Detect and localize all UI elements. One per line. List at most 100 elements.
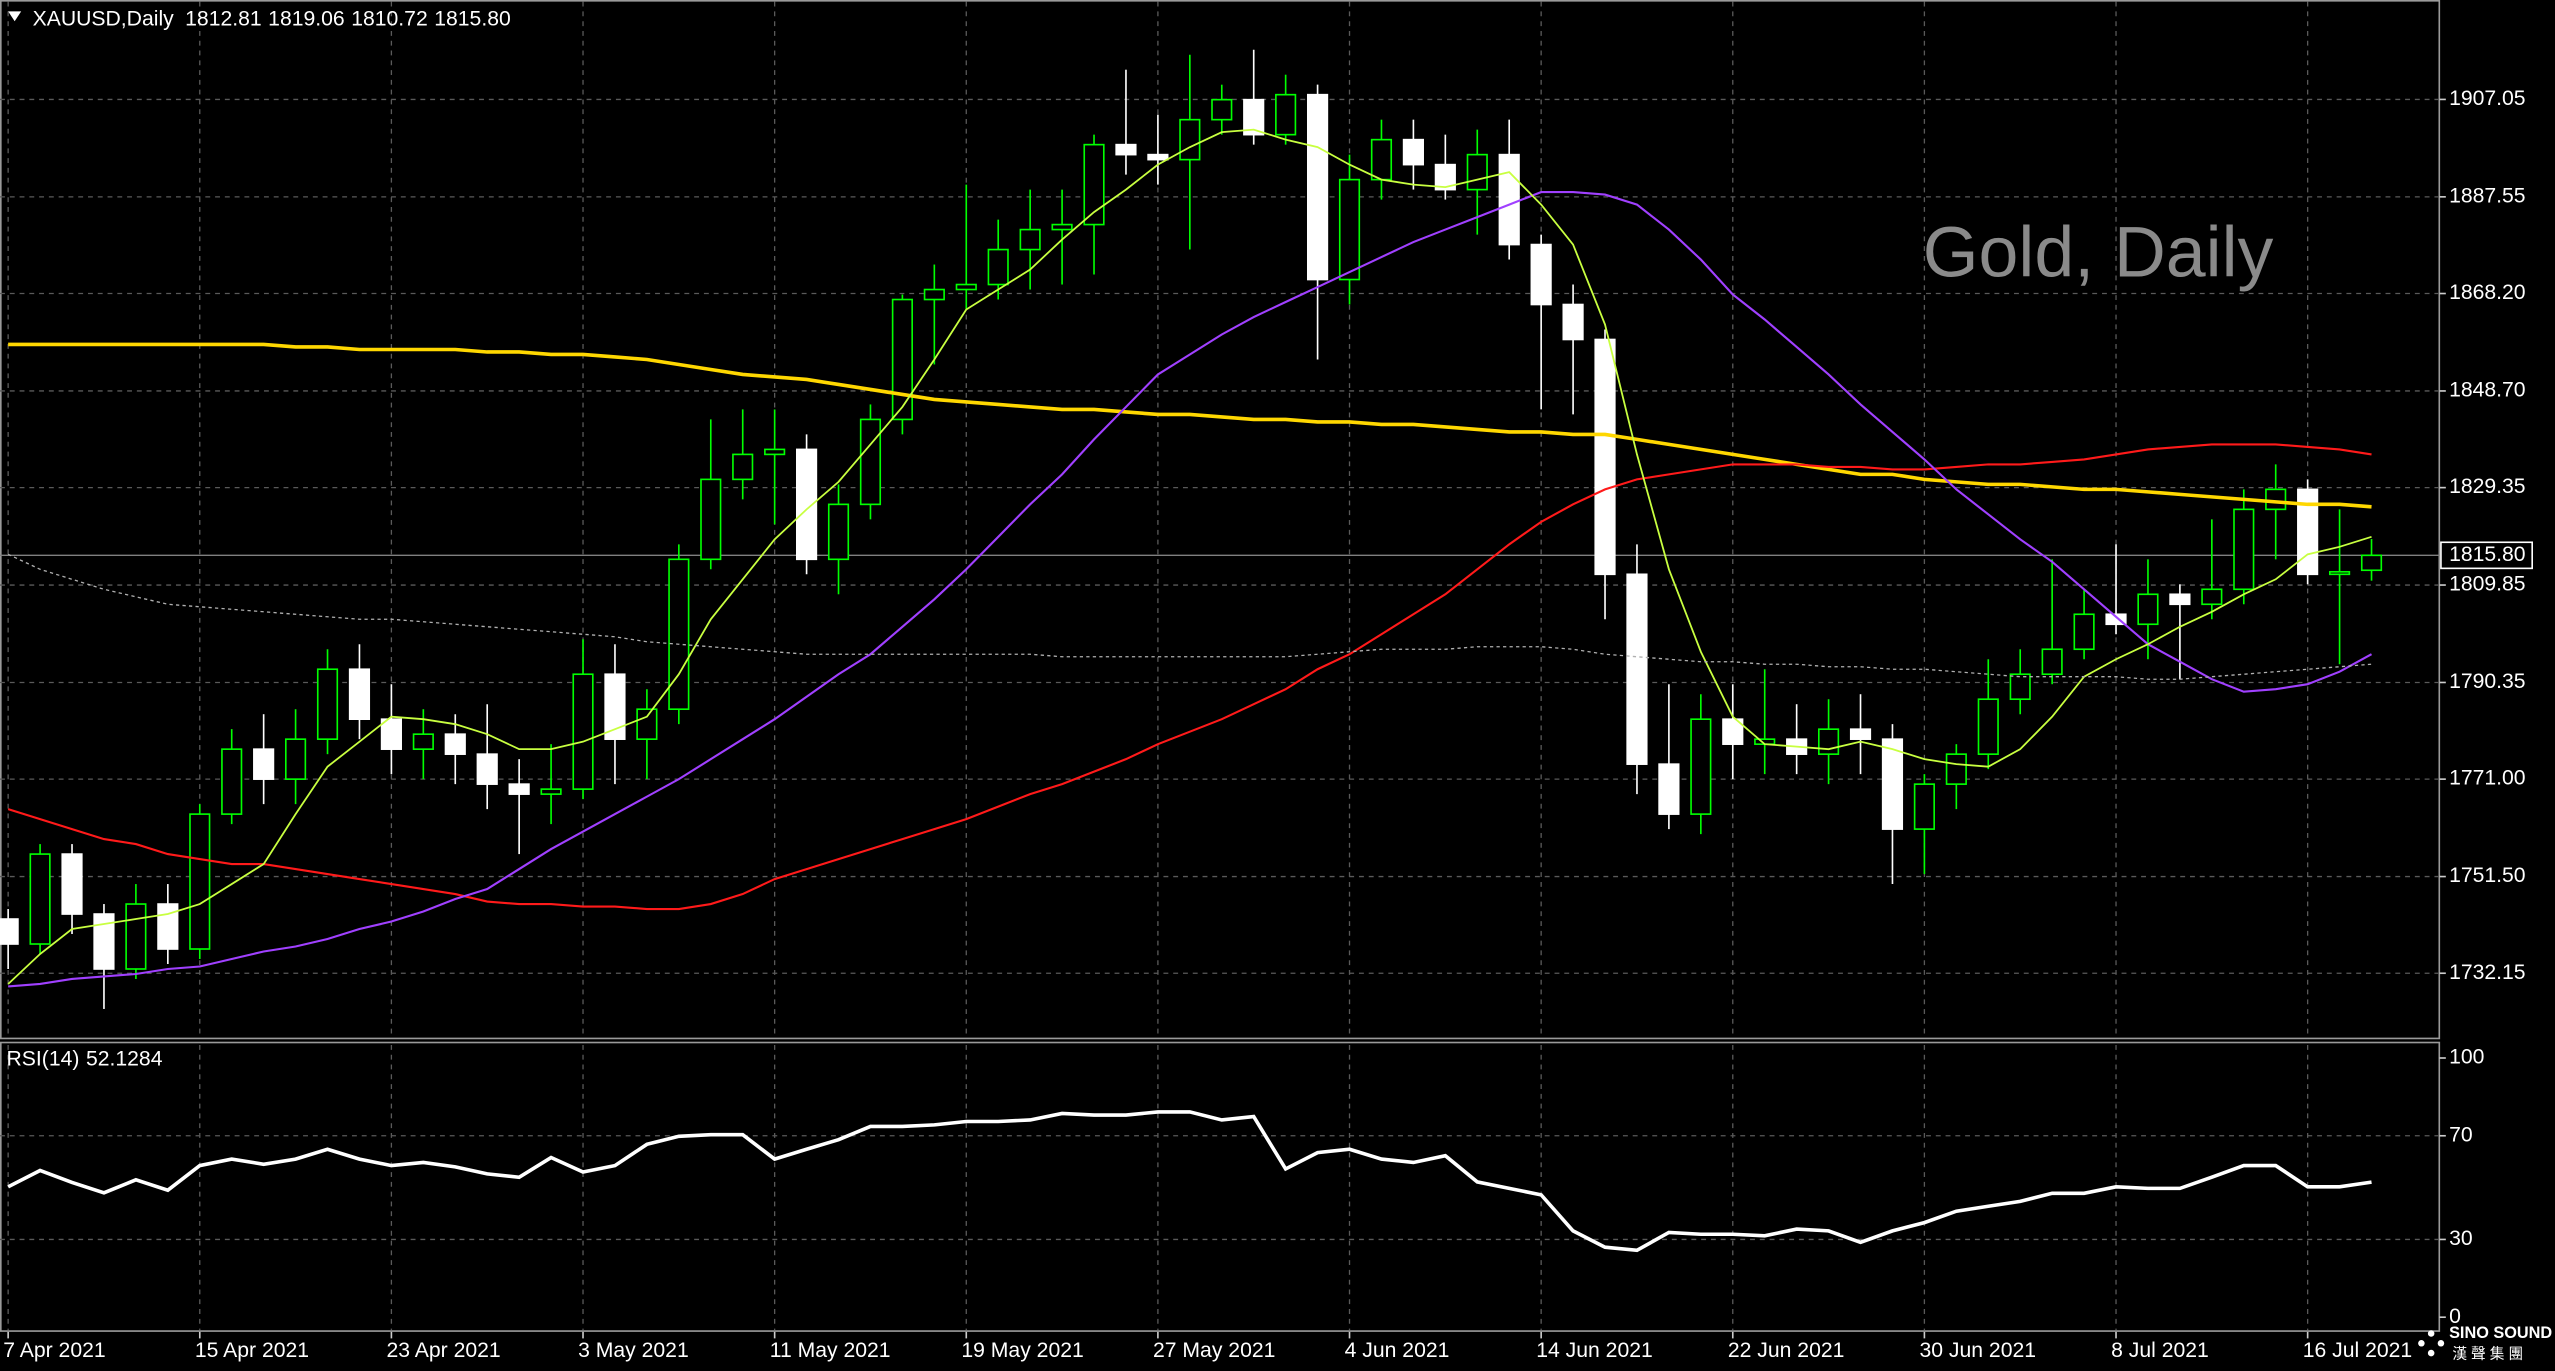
candle-body bbox=[572, 673, 594, 790]
x-tick-label: 14 Jun 2021 bbox=[1536, 1339, 1653, 1362]
y-tick-label: 1907.05 bbox=[2449, 87, 2526, 110]
candle-body bbox=[540, 788, 562, 795]
candle-body bbox=[1243, 98, 1265, 136]
candle-body bbox=[1466, 153, 1488, 191]
last-price-box bbox=[2440, 541, 2534, 570]
quote-low: 1810.72 bbox=[351, 7, 428, 30]
candle-body bbox=[2041, 648, 2063, 676]
candle-body bbox=[987, 248, 1009, 286]
rsi-panel-frame bbox=[0, 1041, 2441, 1332]
candle-body bbox=[1338, 178, 1361, 281]
candle-body bbox=[1434, 163, 1456, 191]
x-tick-label: 27 May 2021 bbox=[1153, 1339, 1275, 1362]
candle-body bbox=[2009, 673, 2031, 701]
x-tick-label: 7 Apr 2021 bbox=[3, 1339, 105, 1362]
candle-body bbox=[1179, 118, 1201, 161]
candle-body bbox=[1530, 243, 1552, 306]
candle-body bbox=[795, 448, 818, 561]
candle-body bbox=[891, 298, 913, 421]
candle-body bbox=[1019, 228, 1041, 251]
logo-dot bbox=[2437, 1340, 2445, 1347]
x-tick-label: 4 Jun 2021 bbox=[1345, 1339, 1450, 1362]
logo-dot bbox=[2418, 1340, 2425, 1347]
candle-body bbox=[1211, 98, 1233, 121]
candle-body bbox=[61, 853, 83, 915]
candle-body bbox=[1562, 303, 1584, 341]
candle-body bbox=[1306, 93, 1329, 281]
candle-body bbox=[1051, 223, 1073, 231]
candle-body bbox=[859, 418, 882, 506]
candle-body bbox=[1849, 728, 1872, 740]
moving-average-line bbox=[7, 128, 2372, 985]
candle-body bbox=[348, 668, 371, 721]
rsi-header: RSI(14) 52.1284 bbox=[7, 1047, 163, 1070]
x-tick-label: 15 Apr 2021 bbox=[195, 1339, 309, 1362]
rsi-last: 52.1284 bbox=[86, 1047, 163, 1070]
logo-dot bbox=[2427, 1330, 2435, 1337]
candle-body bbox=[2073, 613, 2095, 651]
candle-body bbox=[1594, 338, 1616, 576]
candle-body bbox=[668, 558, 690, 711]
candle-body bbox=[1881, 738, 1904, 830]
candle-body bbox=[2328, 570, 2351, 576]
candle-body bbox=[2233, 508, 2255, 591]
chart-header: XAUUSD,Daily 1812.81 1819.06 1810.72 1815.80 bbox=[33, 7, 511, 30]
candle-body bbox=[2360, 554, 2383, 572]
rsi-line bbox=[7, 1110, 2372, 1253]
y-tick-label: 1790.35 bbox=[2449, 670, 2526, 693]
y-tick-label: 1809.85 bbox=[2449, 573, 2526, 596]
x-tick-label: 30 Jun 2021 bbox=[1920, 1339, 2037, 1362]
candle-body bbox=[253, 748, 275, 780]
candle-body bbox=[732, 453, 754, 481]
x-tick-label: 8 Jul 2021 bbox=[2111, 1339, 2209, 1362]
candle-body bbox=[1402, 138, 1424, 166]
y-tick-label: 1887.55 bbox=[2449, 184, 2526, 207]
candle-body bbox=[1658, 763, 1680, 815]
y-tick-label: 1829.35 bbox=[2449, 475, 2526, 498]
candle-body bbox=[1722, 718, 1744, 745]
menu-arrow[interactable] bbox=[8, 11, 22, 22]
candle-body bbox=[1370, 138, 1393, 181]
candle-body bbox=[380, 718, 402, 750]
candle-body bbox=[284, 738, 307, 780]
y-tick-label: 1848.70 bbox=[2449, 379, 2526, 402]
candle-body bbox=[1147, 153, 1169, 161]
candle-body bbox=[1115, 143, 1137, 156]
candle-body bbox=[2137, 593, 2159, 626]
candle-body bbox=[700, 478, 722, 561]
logo-name: SINO SOUND bbox=[2449, 1324, 2552, 1342]
candle-body bbox=[444, 733, 466, 755]
rsi-tick-label: 0 bbox=[2449, 1305, 2461, 1328]
logo-subtitle: 漢 聲 集 團 bbox=[2452, 1346, 2523, 1363]
moving-average-line bbox=[7, 553, 2372, 680]
x-tick-label: 11 May 2021 bbox=[770, 1339, 891, 1362]
quote-close: 1815.80 bbox=[434, 7, 511, 30]
candle-body bbox=[125, 903, 147, 970]
x-tick-label: 19 May 2021 bbox=[961, 1339, 1083, 1362]
candle-body bbox=[1913, 783, 1935, 830]
quote-high: 1819.06 bbox=[268, 7, 345, 30]
candle-body bbox=[955, 283, 977, 291]
candle-body bbox=[316, 668, 339, 740]
candle-body bbox=[827, 503, 850, 561]
candle-body bbox=[1083, 143, 1105, 226]
candle-body bbox=[604, 673, 626, 740]
y-tick-label: 1732.15 bbox=[2449, 961, 2526, 984]
candle-body bbox=[412, 733, 434, 750]
x-tick-label: 22 Jun 2021 bbox=[1728, 1339, 1845, 1362]
candle-body bbox=[1275, 93, 1297, 136]
candle-body bbox=[1945, 753, 1967, 785]
price-panel-frame bbox=[0, 0, 2441, 1040]
y-tick-label: 1771.00 bbox=[2449, 767, 2526, 790]
y-tick-label: 1751.50 bbox=[2449, 864, 2526, 887]
candle-body bbox=[636, 708, 658, 740]
candle-body bbox=[476, 753, 498, 785]
candle-body bbox=[2265, 488, 2287, 511]
candle-body bbox=[2201, 588, 2223, 606]
moving-average-line bbox=[8, 342, 2372, 509]
rsi-tick-label: 30 bbox=[2449, 1227, 2473, 1250]
candle-body bbox=[1817, 728, 1840, 755]
candle-body bbox=[1977, 698, 1999, 755]
candle-body bbox=[1626, 573, 1648, 765]
